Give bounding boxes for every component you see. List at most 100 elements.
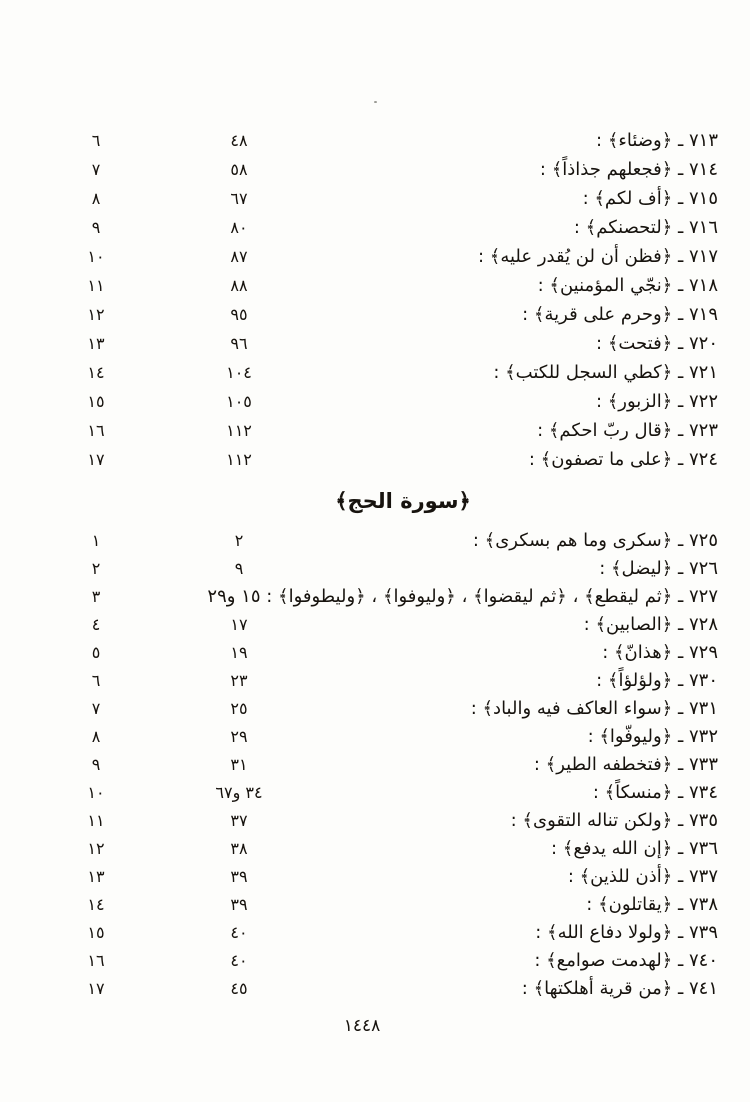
- table-row: ٧١٧ ـ ﴿فظن أن لن يُقدر عليه﴾ : ٨٧ ١٠: [48, 242, 718, 271]
- entry-phrase: ٧٣٢ ـ ﴿وليوفّوا﴾ :: [587, 726, 718, 747]
- scan-speck: [374, 101, 377, 103]
- serial-number: ١٣: [87, 867, 105, 886]
- table-row: ٧١٩ ـ ﴿وحرم على قرية﴾ : ٩٥ ١٢: [48, 300, 718, 329]
- table-row: ٧١٣ ـ ﴿وضئاء﴾ : ٤٨ ٦: [48, 126, 718, 155]
- entry-phrase: ٧٣٧ ـ ﴿أذن للذين﴾ :: [567, 866, 718, 887]
- entry-phrase: ٧٢٨ ـ ﴿الصابين﴾ :: [583, 614, 718, 635]
- aya-number: ٣٩: [230, 895, 248, 914]
- aya-number: ٣١: [230, 755, 248, 774]
- aya-number: ٨٨: [230, 275, 248, 295]
- index-section-anbiya: ٧١٣ ـ ﴿وضئاء﴾ : ٤٨ ٦ ٧١٤ ـ ﴿فجعلهم جذاذا…: [48, 126, 718, 474]
- sura-heading: ﴿سورة الحج﴾: [335, 488, 471, 513]
- table-row: ٧٢٨ ـ ﴿الصابين﴾ : ١٧ ٤: [48, 611, 718, 639]
- table-row: ٧٣٦ ـ ﴿إن الله يدفع﴾ : ٣٨ ١٢: [48, 835, 718, 863]
- table-row: ٧٢٣ ـ ﴿قال ربّ احكم﴾ : ١١٢ ١٦: [48, 416, 718, 445]
- entry-phrase: ٧٣٤ ـ ﴿منسكاً﴾ :: [592, 782, 718, 803]
- aya-number: ٢٩: [230, 727, 248, 746]
- aya-number: ٣٧: [230, 811, 248, 830]
- table-row: ٧٣٥ ـ ﴿ولكن تناله التقوى﴾ : ٣٧ ١١: [48, 807, 718, 835]
- aya-number: ٩٥: [230, 304, 248, 324]
- aya-number: ٣٩: [230, 867, 248, 886]
- phrase-index: ٧١٣ ـ ﴿وضئاء﴾ : ٤٨ ٦ ٧١٤ ـ ﴿فجعلهم جذاذا…: [48, 126, 718, 1003]
- serial-number: ٢: [91, 559, 101, 578]
- entry-phrase: ٧٣٦ ـ ﴿إن الله يدفع﴾ :: [550, 838, 718, 859]
- serial-number: ١٢: [87, 304, 105, 324]
- table-row: ٧٣٩ ـ ﴿ولولا دفاع الله﴾ : ٤٠ ١٥: [48, 919, 718, 947]
- aya-number: ٤٠: [230, 923, 248, 942]
- aya-number: ١١٢: [226, 449, 252, 469]
- aya-number: ٦٧: [230, 188, 248, 208]
- serial-number: ١٥: [87, 391, 105, 411]
- aya-number: ١٩: [230, 643, 248, 662]
- serial-number: ١٧: [87, 979, 105, 998]
- serial-number: ١٠: [87, 246, 105, 266]
- table-row: ٧٣٠ ـ ﴿ولؤلؤاً﴾ : ٢٣ ٦: [48, 667, 718, 695]
- aya-number: ١٧: [230, 615, 248, 634]
- entry-phrase: ٧٤١ ـ ﴿من قرية أهلكتها﴾ :: [521, 978, 718, 999]
- aya-number: ٩٦: [230, 333, 248, 353]
- table-row: ٧٢١ ـ ﴿كطي السجل للكتب﴾ : ١٠٤ ١٤: [48, 358, 718, 387]
- serial-number: ١٤: [87, 362, 105, 382]
- entry-phrase: ٧٣٥ ـ ﴿ولكن تناله التقوى﴾ :: [510, 810, 718, 831]
- serial-number: ١٦: [87, 420, 105, 440]
- serial-number: ١١: [87, 811, 105, 830]
- serial-number: ٨: [91, 727, 101, 746]
- serial-number: ٧: [91, 699, 101, 718]
- aya-number: ٢٥: [230, 699, 248, 718]
- table-row: ٧٣٢ ـ ﴿وليوفّوا﴾ : ٢٩ ٨: [48, 723, 718, 751]
- table-row: ٧١٥ ـ ﴿أف لكم﴾ : ٦٧ ٨: [48, 184, 718, 213]
- entry-phrase: ٧١٦ ـ ﴿لتحصنكم﴾ :: [573, 216, 718, 238]
- aya-number: ٢٣: [230, 671, 248, 690]
- entry-phrase: ٧٣٩ ـ ﴿ولولا دفاع الله﴾ :: [535, 922, 718, 943]
- entry-phrase: ٧٢٢ ـ ﴿الزبور﴾ :: [595, 390, 718, 412]
- entry-phrase: ٧٤٠ ـ ﴿لهدمت صوامع﴾ :: [534, 950, 718, 971]
- serial-number: ١١: [87, 275, 105, 295]
- table-row: ٧٢٤ ـ ﴿على ما تصفون﴾ : ١١٢ ١٧: [48, 445, 718, 474]
- table-row: ٧٢٧ ـ ﴿ثم ليقطع﴾ ، ﴿ثم ليقضوا﴾ ، ﴿وليوفو…: [48, 583, 718, 611]
- entry-phrase: ٧٣٣ ـ ﴿فتخطفه الطير﴾ :: [533, 754, 718, 775]
- aya-number: ٨٧: [230, 246, 248, 266]
- table-row: ٧١٤ ـ ﴿فجعلهم جذاذاً﴾ : ٥٨ ٧: [48, 155, 718, 184]
- entry-phrase: ٧٢٧ ـ ﴿ثم ليقطع﴾ ، ﴿ثم ليقضوا﴾ ، ﴿وليوفو…: [207, 586, 718, 607]
- table-row: ٧٤٠ ـ ﴿لهدمت صوامع﴾ : ٤٠ ١٦: [48, 947, 718, 975]
- page-number: ١٤٤٨: [343, 1016, 381, 1036]
- aya-number: ٩: [234, 559, 244, 578]
- entry-phrase: ٧١٩ ـ ﴿وحرم على قرية﴾ :: [522, 303, 718, 325]
- entry-phrase: ٧٢٤ ـ ﴿على ما تصفون﴾ :: [528, 448, 718, 470]
- entry-phrase: ٧٢٦ ـ ﴿ليضل﴾ :: [599, 558, 718, 579]
- aya-number: ١١٢: [226, 420, 252, 440]
- table-row: ٧٣٧ ـ ﴿أذن للذين﴾ : ٣٩ ١٣: [48, 863, 718, 891]
- table-row: ٧٢٦ ـ ﴿ليضل﴾ : ٩ ٢: [48, 555, 718, 583]
- entry-phrase: ٧١٣ ـ ﴿وضئاء﴾ :: [596, 129, 718, 151]
- serial-number: ٦: [91, 671, 101, 690]
- table-row: ٧١٨ ـ ﴿نجّي المؤمنين﴾ : ٨٨ ١١: [48, 271, 718, 300]
- table-row: ٧٢٥ ـ ﴿سكرى وما هم بسكرى﴾ : ٢ ١: [48, 527, 718, 555]
- table-row: ٧٢٠ ـ ﴿فتحت﴾ : ٩٦ ١٣: [48, 329, 718, 358]
- entry-phrase: ٧٢١ ـ ﴿كطي السجل للكتب﴾ :: [493, 361, 718, 383]
- table-row: ٧٣٣ ـ ﴿فتخطفه الطير﴾ : ٣١ ٩: [48, 751, 718, 779]
- aya-number: ١٠٤: [226, 362, 252, 382]
- aya-number: ٢: [234, 531, 244, 550]
- entry-phrase: ٧١٨ ـ ﴿نجّي المؤمنين﴾ :: [537, 274, 718, 296]
- serial-number: ١٤: [87, 895, 105, 914]
- serial-number: ٣: [91, 587, 101, 606]
- serial-number: ٩: [91, 217, 101, 237]
- entry-phrase: ٧١٥ ـ ﴿أف لكم﴾ :: [582, 187, 718, 209]
- aya-number: ٤٠: [230, 951, 248, 970]
- aya-number: ٤٨: [230, 130, 248, 150]
- serial-number: ١٥: [87, 923, 105, 942]
- serial-number: ١٢: [87, 839, 105, 858]
- serial-number: ١٣: [87, 333, 105, 353]
- entry-phrase: ٧١٧ ـ ﴿فظن أن لن يُقدر عليه﴾ :: [477, 245, 718, 267]
- aya-number: ٤٥: [230, 979, 248, 998]
- aya-number: ٣٨: [230, 839, 248, 858]
- index-section-hajj: ٧٢٥ ـ ﴿سكرى وما هم بسكرى﴾ : ٢ ١ ٧٢٦ ـ ﴿ل…: [48, 527, 718, 1003]
- serial-number: ١: [91, 531, 101, 550]
- aya-number: ٣٤ و٦٧: [215, 783, 263, 802]
- entry-phrase: ٧١٤ ـ ﴿فجعلهم جذاذاً﴾ :: [539, 158, 718, 180]
- serial-number: ١٦: [87, 951, 105, 970]
- table-row: ٧١٦ ـ ﴿لتحصنكم﴾ : ٨٠ ٩: [48, 213, 718, 242]
- aya-number: ٨٠: [230, 217, 248, 237]
- table-row: ٧٢٩ ـ ﴿هذانّ﴾ : ١٩ ٥: [48, 639, 718, 667]
